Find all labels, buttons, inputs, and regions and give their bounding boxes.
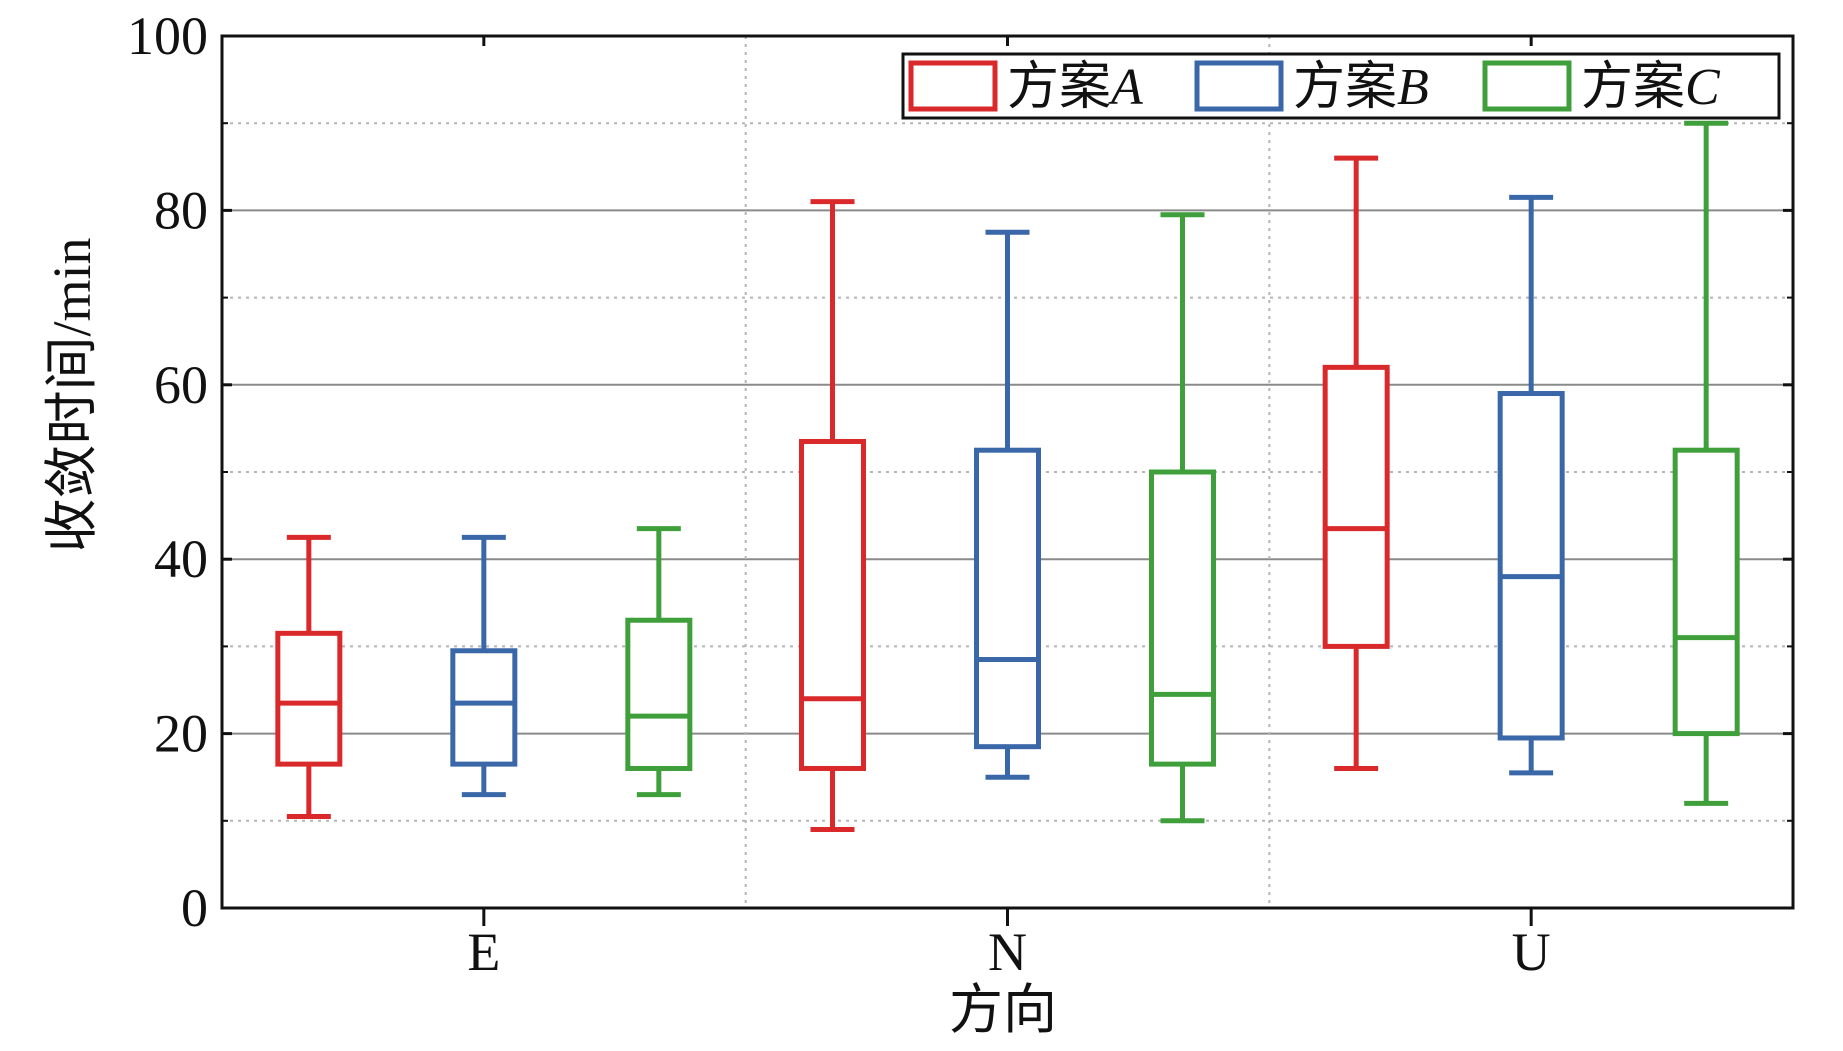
box-body	[1672, 447, 1740, 737]
box-A-N	[799, 199, 866, 833]
y-tick-label: 80	[154, 180, 208, 240]
box-B-U	[1497, 194, 1565, 776]
legend-box	[901, 52, 1781, 120]
box-C-N	[1149, 212, 1216, 824]
y-tick-label: 0	[181, 878, 208, 938]
legend-label-suffix: C	[1685, 59, 1721, 116]
legend-swatch	[1482, 60, 1572, 112]
box-body	[625, 617, 693, 771]
box-body	[450, 648, 518, 767]
legend-label-suffix: B	[1397, 59, 1429, 116]
legend-swatch	[1194, 60, 1284, 112]
legend-label: 方案A	[1007, 59, 1143, 116]
axis-ticks: 0 20 40 60 80 100 E N U	[127, 6, 1793, 982]
legend-label-suffix: A	[1108, 59, 1143, 116]
y-tick-label: 20	[154, 704, 208, 764]
legend-label-prefix: 方案	[1581, 59, 1685, 116]
box-body	[1149, 469, 1216, 767]
box-A-E	[275, 534, 343, 819]
boxes-layer	[275, 120, 1740, 833]
x-tick-label: N	[988, 922, 1027, 982]
y-tick-label: 40	[154, 529, 208, 589]
y-tick-label: 100	[127, 6, 208, 66]
box-C-E	[625, 526, 693, 798]
y-tick-label: 60	[154, 355, 208, 415]
legend-swatch	[908, 60, 998, 112]
box-body	[1497, 391, 1565, 741]
legend-label-prefix: 方案	[1007, 59, 1111, 116]
box-body	[275, 630, 343, 767]
x-tick-label: E	[467, 922, 500, 982]
box-B-E	[450, 534, 518, 798]
legend-label: 方案C	[1581, 59, 1721, 116]
y-axis-label: 收敛时间/min	[42, 237, 102, 552]
box-A-U	[1322, 155, 1390, 771]
x-tick-label: U	[1512, 922, 1551, 982]
x-axis-label: 方向	[949, 980, 1057, 1040]
box-body	[799, 438, 866, 771]
box-B-N	[974, 229, 1041, 780]
legend-label-prefix: 方案	[1293, 59, 1397, 116]
legend: 方案A 方案B 方案C	[901, 52, 1781, 120]
legend-label: 方案B	[1293, 59, 1429, 116]
box-C-U	[1672, 120, 1740, 806]
box-body	[1322, 364, 1390, 649]
box-body	[974, 447, 1041, 750]
